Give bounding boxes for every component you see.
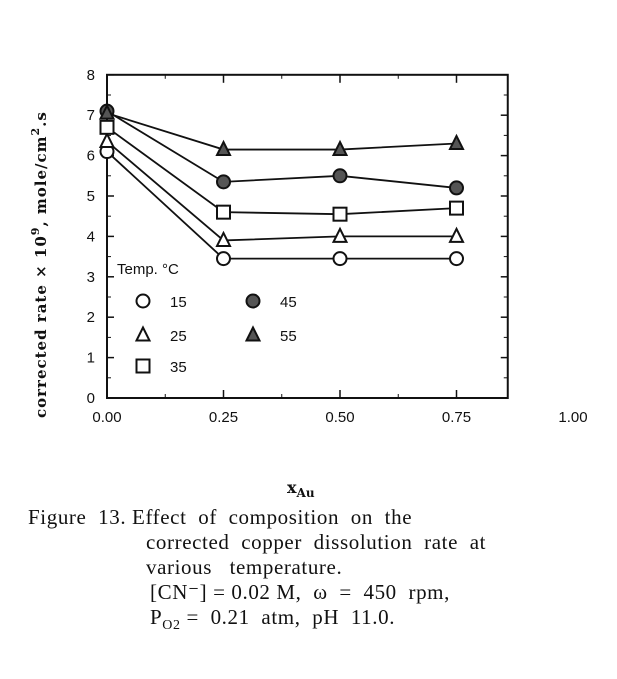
caption-line-2: corrected copper dissolution rate at xyxy=(146,530,487,554)
data-point xyxy=(449,200,464,216)
x-axis-label: xAu xyxy=(287,478,315,501)
chart: corrected rate × 109, mole/cm2.s Temp. °… xyxy=(29,67,588,426)
caption-line-4: [CN⁻] = 0.02 M, ω = 450 rpm, xyxy=(150,580,450,604)
caption-line-1: Figure 13. Effect of composition on the xyxy=(28,505,413,529)
y-tick-label: 8 xyxy=(87,67,95,84)
data-point xyxy=(332,168,348,184)
data-point xyxy=(331,139,349,157)
y-tick-label: 7 xyxy=(87,107,95,124)
x-tick-label: 0.75 xyxy=(442,409,471,426)
data-point xyxy=(448,133,465,150)
data-point xyxy=(215,139,232,157)
data-point xyxy=(216,174,231,190)
y-axis-label: corrected rate × 109, mole/cm2.s xyxy=(29,111,50,418)
legend: Temp. °C 15 25 35 45 55 xyxy=(117,261,297,376)
data-point xyxy=(332,251,348,267)
legend-marker-55 xyxy=(244,325,262,342)
series-35 xyxy=(99,119,464,222)
x-tick-label: 0.50 xyxy=(325,409,354,426)
y-tick-label: 0 xyxy=(87,390,95,407)
y-tick-label: 1 xyxy=(87,350,95,367)
series-line xyxy=(106,150,457,260)
data-point xyxy=(216,204,231,220)
legend-label: 35 xyxy=(170,359,187,376)
legend-marker-15 xyxy=(135,293,151,309)
x-tick-label: 0.00 xyxy=(92,409,121,426)
y-tick-label: 2 xyxy=(87,309,95,326)
data-point xyxy=(216,251,231,267)
legend-marker-25 xyxy=(134,325,152,342)
series-line xyxy=(106,110,457,189)
legend-label: 45 xyxy=(280,294,297,311)
series-line xyxy=(106,126,457,216)
y-tick-label: 4 xyxy=(87,228,95,245)
legend-title: Temp. °C xyxy=(117,261,179,278)
data-point xyxy=(332,206,348,222)
legend-label: 15 xyxy=(170,294,187,311)
legend-label: 55 xyxy=(280,328,297,345)
data-point xyxy=(99,119,115,135)
caption-line-5: PO2 = 0.21 atm, pH 11.0. xyxy=(150,605,396,634)
data-point xyxy=(448,226,465,243)
y-tick-label: 6 xyxy=(87,148,95,165)
data-point xyxy=(449,180,464,196)
legend-marker-35 xyxy=(135,358,151,374)
legend-label: 25 xyxy=(170,328,187,345)
series-line xyxy=(106,140,457,242)
data-point xyxy=(215,230,232,247)
x-tick-label: 0.25 xyxy=(209,409,238,426)
data-point xyxy=(98,103,116,120)
series-15 xyxy=(99,144,464,267)
series-line xyxy=(106,112,457,151)
x-tick-label: 1.00 xyxy=(558,409,587,426)
data-point xyxy=(98,131,116,148)
caption-line-3: various temperature. xyxy=(146,555,343,579)
legend-marker-45 xyxy=(245,293,261,309)
data-point xyxy=(331,226,349,243)
y-tick-label: 3 xyxy=(87,269,95,286)
series-25 xyxy=(98,131,465,247)
y-tick-label: 5 xyxy=(87,188,95,205)
data-point xyxy=(449,251,464,267)
series-55 xyxy=(98,103,465,157)
